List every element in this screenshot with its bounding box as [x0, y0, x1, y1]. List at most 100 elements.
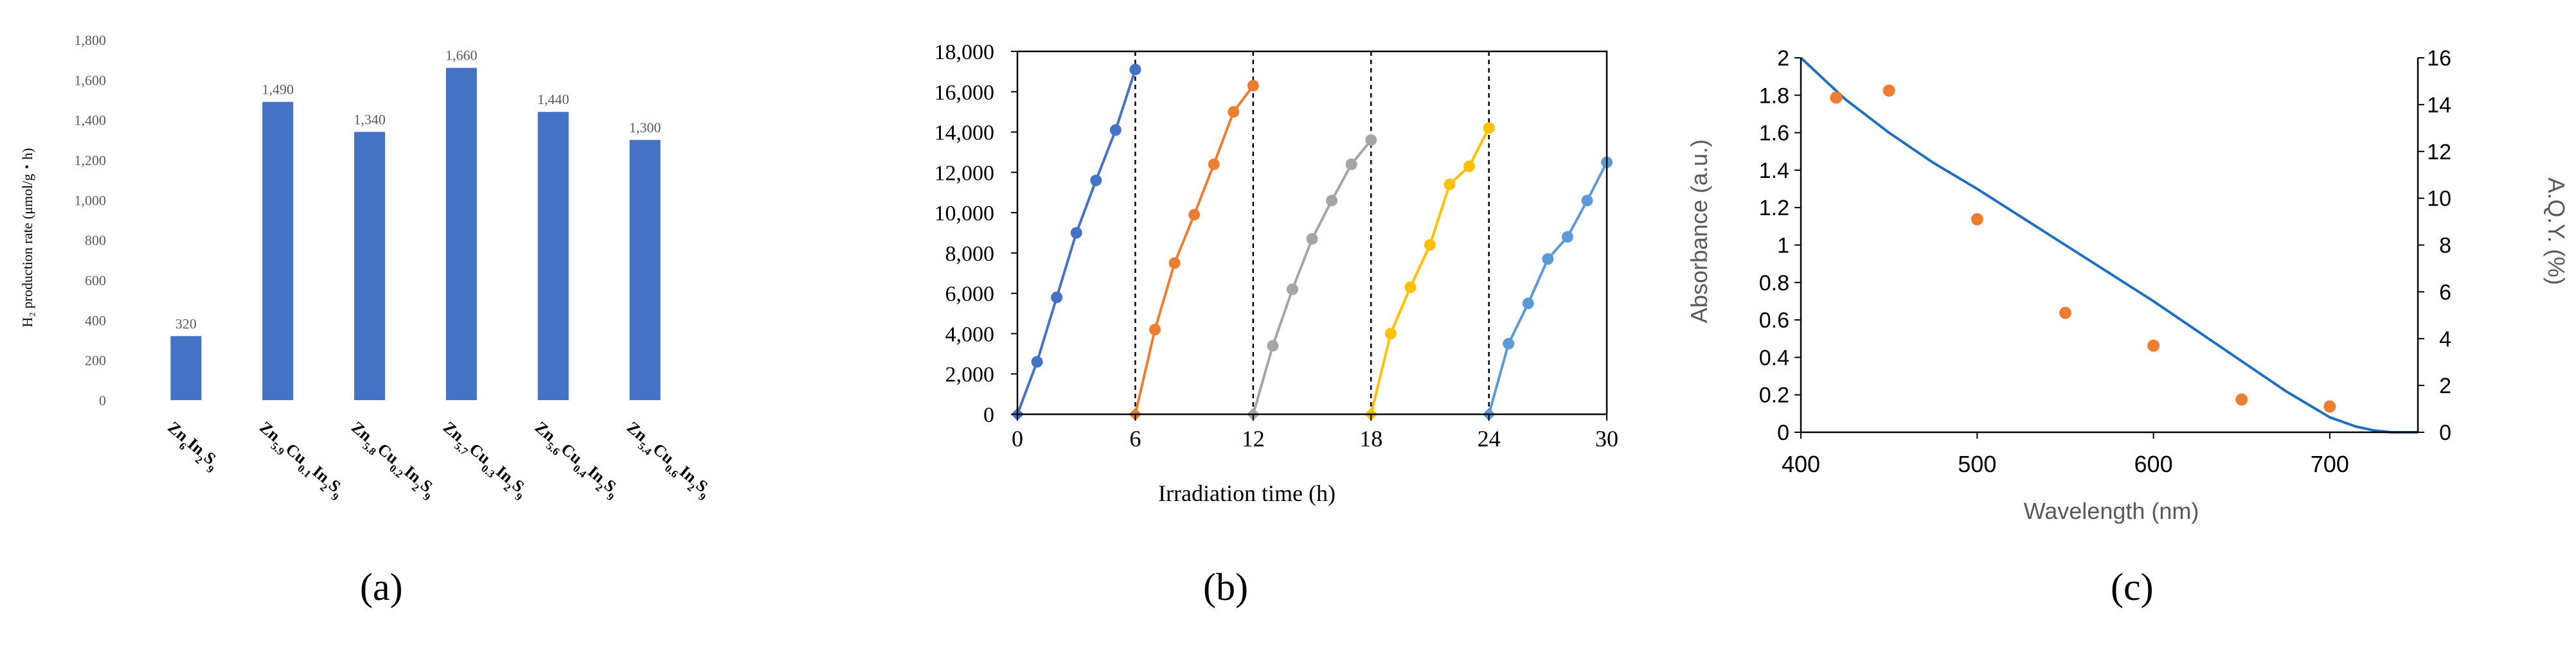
text-run: In: [184, 434, 208, 459]
x-axis-labels: 0 6 12 18 24 30: [1012, 426, 1618, 452]
bar-value-label: 1,340: [353, 111, 386, 127]
data-point: [1345, 158, 1357, 170]
right-y-tick-label: 4: [2439, 327, 2451, 351]
y-tick-label: 18,000: [935, 40, 995, 64]
dual-axis-chart-c: 0 0.2 0.4 0.6 0.8 1 1.2 1.4 1.6 1.8 2 0 2 4 6 8 10 12 14 1…: [1686, 46, 2570, 524]
data-point: [1444, 179, 1456, 191]
data-point: [1168, 257, 1181, 269]
left-y-tick-label: 0.2: [1759, 383, 1789, 408]
text-run: In: [584, 462, 609, 486]
left-y-tick-label: 1.4: [1759, 159, 1789, 183]
data-point: [1267, 340, 1279, 352]
text-run: Cu: [466, 439, 494, 468]
data-point: [1247, 80, 1259, 92]
text-run: In: [400, 462, 425, 486]
text-run: Cu: [649, 439, 677, 468]
data-point: [1326, 195, 1338, 207]
data-point: [1208, 158, 1220, 170]
y-tick-label: 400: [85, 312, 106, 328]
left-y-tick-label: 0.6: [1759, 308, 1789, 333]
data-point: [1561, 231, 1573, 243]
x-tick-label: 400: [1782, 451, 1820, 477]
y-tick-label: 4,000: [945, 322, 995, 346]
aqy-point: [2147, 339, 2160, 352]
text-run: Zn: [165, 417, 192, 445]
x-category-labels: Zn6In2S9Zn5.9Cu0.1In2S9Zn5.8Cu0.2In2S9Zn…: [161, 417, 716, 503]
y-tick-label: 6,000: [945, 283, 995, 306]
x-axis-labels: 400 500 600 700: [1782, 451, 2349, 477]
y-tick-label: 800: [85, 233, 106, 249]
x-category-label: Zn5.8Cu0.2In2S9: [344, 417, 440, 503]
x-tick-label: 18: [1359, 426, 1382, 452]
aqy-point: [2059, 306, 2071, 319]
x-category-label: Zn5.6Cu0.4In2S9: [528, 417, 624, 503]
left-y-tick-label: 1.8: [1759, 83, 1789, 108]
bar: [629, 139, 661, 401]
text-run: Zn: [348, 417, 375, 445]
text-run: In: [309, 462, 334, 486]
text-run: Zn: [256, 417, 283, 445]
y-tick-label: 2,000: [945, 363, 995, 387]
data-point: [1070, 227, 1082, 239]
y-tick-label: 8,000: [945, 242, 995, 266]
data-point: [1365, 134, 1377, 146]
x-category-label: Zn5.4Cu0.6In2S9: [620, 417, 716, 503]
y-tick-label: 200: [85, 353, 106, 369]
data-point: [1483, 122, 1495, 134]
aqy-point: [1971, 213, 1983, 225]
right-y-tick-label: 0: [2439, 421, 2451, 445]
left-y-axis-labels: 0 0.2 0.4 0.6 0.8 1 1.2 1.4 1.6 1.8 2: [1759, 46, 1789, 445]
text-run: Cu: [282, 439, 310, 468]
y-tick-label: 1,200: [75, 152, 107, 168]
y-tick-label: 1,400: [75, 112, 107, 128]
right-y-tick-label: 8: [2439, 234, 2451, 258]
x-category-label: Zn6In2S9: [161, 417, 224, 475]
y-tick-label: 14,000: [935, 121, 995, 145]
x-tick-label: 0: [1012, 426, 1023, 452]
x-axis-title: Irradiation time (h): [1158, 480, 1336, 506]
data-point: [1581, 195, 1593, 207]
x-category-label: Zn5.9Cu0.1In2S9: [253, 417, 349, 503]
text-run: Cu: [374, 439, 402, 468]
series-lines: [1011, 64, 1613, 421]
bar: [445, 67, 477, 401]
right-y-tick-label: 16: [2427, 46, 2451, 71]
y-tick-label: 1,800: [75, 32, 107, 48]
plot-frame: [1016, 50, 1608, 416]
right-y-tick-label: 2: [2439, 374, 2451, 398]
y-tick-label: 12,000: [935, 161, 995, 185]
aqy-point: [1883, 84, 1895, 97]
data-point: [1503, 338, 1515, 350]
left-y-tick-label: 0.8: [1759, 271, 1789, 295]
y-tick-label: 1,000: [75, 192, 107, 208]
bar-value-label: 1,300: [629, 119, 661, 136]
y-axis-labels: 0 200 400 600 800 1,000 1,200 1,400 1,600 1,800: [75, 32, 107, 408]
series-cycle-4: [1364, 122, 1495, 421]
bar: [170, 336, 202, 400]
caption-c: (c): [2111, 566, 2154, 608]
aqy-points: [1830, 84, 2336, 413]
data-point: [1149, 324, 1161, 336]
right-y-axis-title: A.Q.Y. (%): [2543, 177, 2570, 285]
caption-a: (a): [360, 566, 403, 608]
data-point: [1424, 239, 1436, 251]
data-point: [1109, 124, 1122, 136]
data-point: [1463, 160, 1476, 172]
data-point: [1306, 233, 1318, 245]
series-line: [1134, 85, 1255, 415]
data-point: [1051, 291, 1063, 303]
y-tick-label: 0: [983, 403, 994, 427]
bar-value-label: 1,490: [262, 82, 294, 98]
y-axis-labels: 0 2,000 4,000 6,000 8,000 10,000 12,000 14,000 1…: [935, 40, 995, 427]
text-run: Zn: [440, 417, 467, 445]
bar-value-label: 320: [175, 315, 197, 331]
data-point: [1286, 283, 1298, 295]
y-tick-label: 0: [99, 392, 106, 408]
x-tick-label: 500: [1958, 451, 1996, 477]
y-tick-label: 16,000: [935, 81, 995, 105]
x-axis-title: Wavelength (nm): [2024, 498, 2199, 524]
text-run: Cu: [557, 439, 586, 468]
data-point: [1090, 174, 1102, 186]
bar: [354, 132, 386, 400]
bar: [537, 112, 569, 400]
